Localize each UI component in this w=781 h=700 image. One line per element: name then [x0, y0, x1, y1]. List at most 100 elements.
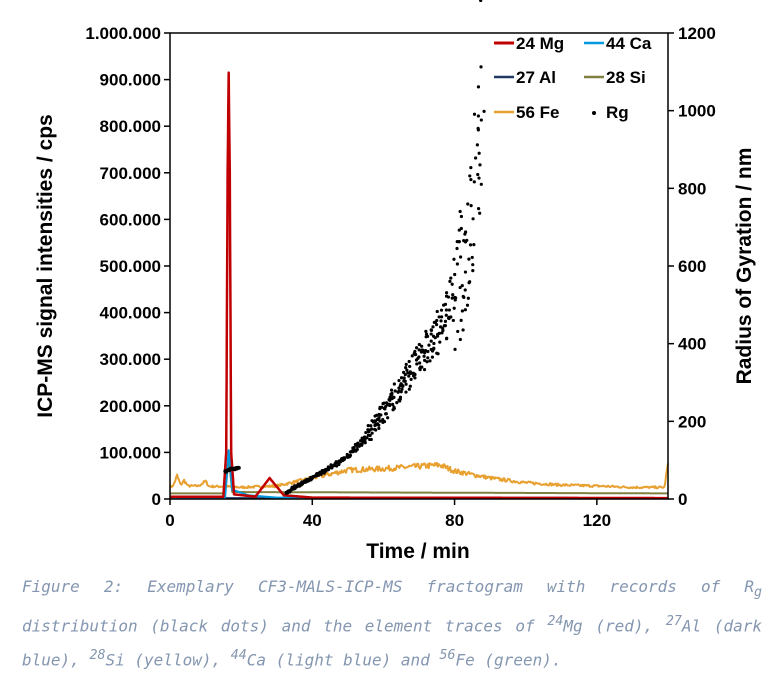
rg-point [337, 459, 342, 463]
x-tick-label: 40 [303, 511, 322, 530]
rg-point [374, 428, 378, 432]
rg-point [457, 240, 461, 244]
legend-label: Rg [606, 103, 629, 122]
y-tick-label: 800.000 [100, 117, 161, 136]
rg-point [469, 165, 473, 170]
axes: 0 100.000 200.000 300.000 400.000 500.000 600.… [85, 24, 715, 530]
rg-point [370, 427, 374, 431]
rg-point [432, 347, 436, 351]
rg-point [447, 316, 451, 321]
rg-point [438, 340, 442, 344]
rg-point [409, 377, 413, 381]
y2-axis-label: Radius of Gyration / nm [733, 148, 756, 385]
rg-point [471, 268, 475, 273]
rg-point [455, 262, 460, 266]
rg-point [383, 407, 387, 411]
rg-point [399, 382, 403, 386]
rg-point [459, 226, 463, 231]
rg-point [474, 156, 478, 160]
y-tick-label: 1.000.000 [85, 24, 161, 43]
rg-point [441, 328, 445, 333]
rg-point [364, 430, 368, 435]
rg-point [467, 257, 471, 261]
rg-point [378, 419, 382, 423]
rg-point [407, 359, 411, 364]
rg-point [381, 420, 385, 424]
rg-point [453, 272, 457, 277]
legend-label: 56 Fe [516, 103, 559, 122]
rg-point [418, 361, 422, 365]
rg-point [375, 413, 379, 417]
rg-point [377, 416, 381, 421]
rg-point [449, 276, 453, 280]
rg-point [447, 308, 451, 312]
rg-point [417, 348, 421, 352]
rg-point [445, 336, 449, 340]
rg-point [384, 412, 388, 416]
rg-point [468, 174, 472, 178]
rg-point [469, 203, 473, 208]
y-tick-label: 200.000 [100, 397, 161, 416]
rg-point [476, 207, 481, 211]
series-line-56-fe [169, 461, 669, 490]
rg-point [460, 309, 464, 313]
rg-point [386, 416, 390, 420]
rg-point [463, 240, 468, 244]
rg-point [399, 390, 403, 394]
rg-point [430, 355, 435, 359]
rg-point [398, 399, 402, 403]
rg-point [390, 402, 395, 406]
rg-point [420, 344, 424, 348]
rg-point [402, 376, 406, 380]
rg-point [393, 389, 397, 393]
rg-point [446, 295, 451, 299]
rg-point [463, 270, 468, 274]
rg-point [435, 309, 439, 314]
rg-point [463, 288, 467, 292]
rg-point [477, 176, 481, 180]
rg-point [419, 365, 423, 369]
rg-point [404, 366, 408, 370]
rg-point [451, 318, 455, 323]
rg-point [431, 325, 435, 329]
rg-point [388, 398, 392, 402]
rg-point [437, 331, 441, 335]
rg-point [451, 293, 455, 297]
rg-point [423, 358, 427, 362]
rg-point [448, 279, 452, 283]
rg-point [436, 352, 440, 356]
rg-point [237, 466, 241, 470]
rg-point [363, 441, 367, 445]
rg-point [424, 329, 428, 334]
rg-point [408, 364, 412, 369]
rg-point [401, 384, 405, 388]
y-tick-label: 0 [152, 490, 161, 509]
rg-point [435, 318, 439, 323]
legend-label: 24 Mg [516, 34, 564, 53]
series-line-28-si [169, 456, 669, 495]
rg-point [330, 465, 334, 469]
rg-point [450, 282, 454, 286]
chart: 0 100.000 200.000 300.000 400.000 500.000 600.… [34, 0, 756, 563]
rg-point [478, 211, 482, 215]
rg-point [470, 255, 474, 260]
series-line-24-mg [169, 71, 669, 500]
rg-point [468, 280, 472, 284]
rg-point [417, 342, 421, 347]
rg-point [478, 163, 482, 167]
rg-point [428, 359, 432, 363]
rg-point [429, 339, 433, 343]
rg-point [414, 346, 419, 350]
rg-point [346, 453, 350, 458]
rg-point [466, 202, 470, 206]
rg-point [370, 431, 374, 435]
rg-point [426, 356, 430, 360]
rg-point [375, 422, 380, 426]
series-line-44-ca [169, 449, 669, 500]
rg-point [456, 329, 460, 334]
rg-point [397, 378, 401, 383]
rg-point [356, 441, 360, 445]
rg-point [413, 349, 417, 354]
rg-point [377, 426, 381, 430]
x-tick-label: 80 [445, 511, 464, 530]
